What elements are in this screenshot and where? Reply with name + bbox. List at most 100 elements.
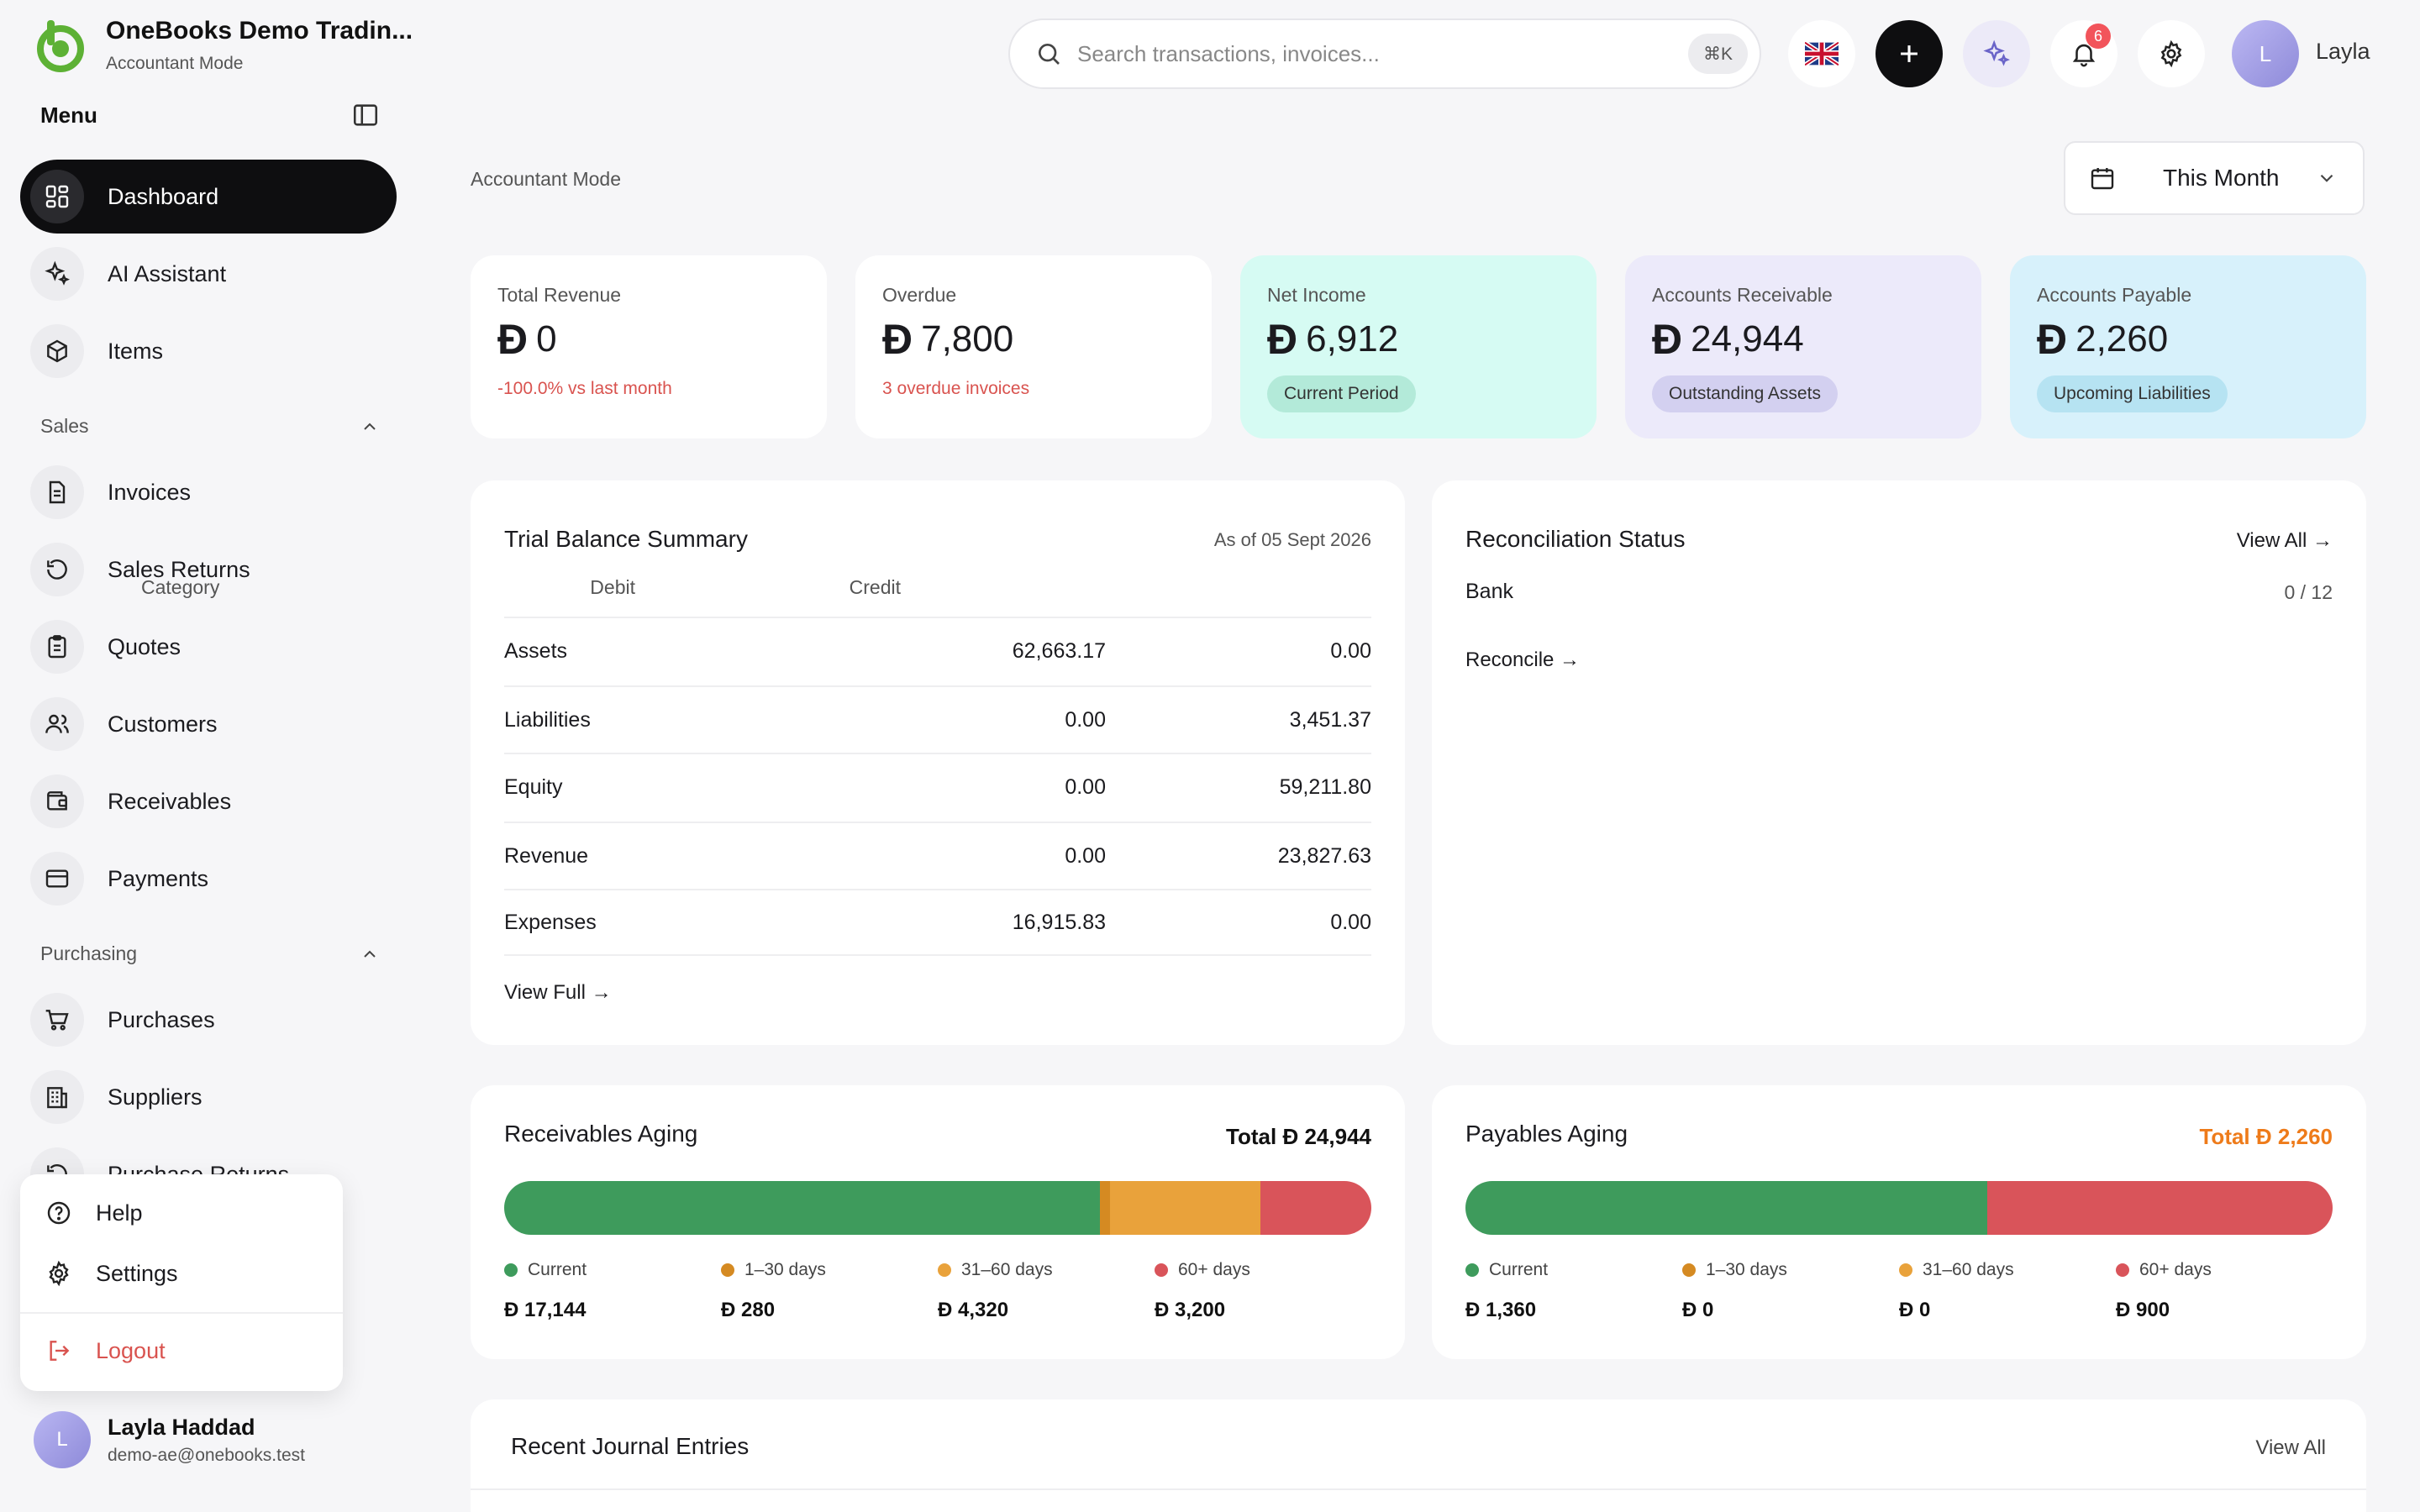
language-button[interactable] (1788, 20, 1855, 87)
sparkle-icon (30, 247, 84, 301)
notifications-button[interactable]: 6 (2050, 20, 2118, 87)
wallet-icon (30, 774, 84, 828)
cart-icon (30, 993, 84, 1047)
legend-value: 280 (741, 1299, 776, 1321)
sidebar-item-sales-returns[interactable]: Sales Returns (20, 533, 397, 606)
row-category: Expenses (504, 910, 597, 934)
sidebar-item-label: Suppliers (108, 1084, 203, 1110)
sidebar-item-receivables[interactable]: Receivables (20, 764, 397, 838)
sidebar-item-items[interactable]: Items (20, 314, 397, 388)
aging-segment-0 (1465, 1181, 1988, 1235)
sidebar-item-customers[interactable]: Customers (20, 687, 397, 761)
chevron-up-icon (364, 423, 376, 430)
legend-dot (1682, 1263, 1696, 1277)
row-credit: 23,827.63 (1277, 843, 1371, 868)
section-sales[interactable]: Sales (40, 415, 380, 438)
currency-symbol: Ð (497, 316, 529, 363)
sidebar-item-ai-assistant[interactable]: AI Assistant (20, 237, 397, 311)
kpi-label: Total Revenue (497, 284, 622, 306)
user-email: demo-ae@onebooks.test (108, 1445, 305, 1465)
gear-icon (49, 1260, 69, 1287)
kpi-card-total-revenue[interactable]: Total Revenue Ð 0 -100.0% vs last month (471, 255, 827, 438)
grid-icon (30, 170, 84, 223)
journal-view-all-link[interactable]: View All (2255, 1436, 2326, 1459)
reconciliation-view-all-link[interactable]: View All → (2236, 529, 2333, 552)
sidebar-user[interactable]: L Layla Haddad demo-ae@onebooks.test (34, 1411, 305, 1468)
sidebar-item-suppliers[interactable]: Suppliers (20, 1060, 397, 1134)
row-credit: 0.00 (1330, 638, 1371, 663)
search-input[interactable] (1077, 40, 1649, 67)
help-icon (47, 1201, 71, 1225)
sidebar-item-label: Sales Returns (108, 556, 250, 582)
undo-icon (30, 543, 84, 596)
user-avatar-button[interactable]: L (2232, 20, 2299, 87)
row-credit: 3,451.37 (1289, 707, 1371, 732)
currency-symbol: Ð (1282, 1124, 1299, 1149)
users-icon (30, 697, 84, 751)
column-header: Category (141, 576, 220, 598)
sidebar-item-payments[interactable]: Payments (20, 842, 397, 916)
legend-label: 1–30 days (744, 1260, 826, 1279)
kpi-card-overdue[interactable]: Overdue Ð 7,800 3 overdue invoices (855, 255, 1212, 438)
sparkle-icon (1983, 39, 2010, 66)
legend-label: 60+ days (2139, 1260, 2212, 1279)
legend-item-31-60: 31–60 days Ð 0 (1899, 1260, 2116, 1322)
kpi-label: Accounts Receivable (1652, 284, 1833, 306)
total-label: Total (1226, 1124, 1277, 1149)
section-purchasing[interactable]: Purchasing (40, 942, 380, 965)
kpi-note: 3 overdue invoices (882, 379, 1030, 398)
sidebar-item-label: Items (108, 338, 164, 364)
kpi-card-net-income[interactable]: Net Income Ð 6,912 Current Period (1240, 255, 1597, 438)
row-category: Liabilities (504, 707, 591, 732)
brand[interactable]: OneBooks Demo Tradin... Accountant Mode (32, 17, 413, 74)
ai-assistant-button[interactable] (1963, 20, 2030, 87)
legend-dot (1465, 1263, 1479, 1277)
legend-value: 900 (2136, 1299, 2170, 1321)
row-credit: 59,211.80 (1279, 774, 1371, 799)
company-mode: Accountant Mode (106, 54, 244, 73)
user-short-name[interactable]: Layla (2316, 39, 2370, 64)
kpi-note: -100.0% vs last month (497, 379, 672, 398)
currency-symbol: Ð (1682, 1299, 1697, 1321)
search-icon (1039, 44, 1060, 65)
uk-flag-icon (1805, 42, 1839, 66)
period-value: This Month (2163, 165, 2280, 191)
settings-menu-item[interactable]: Settings (45, 1260, 178, 1287)
box-icon (30, 324, 84, 378)
kpi-pill: Current Period (1267, 375, 1416, 412)
sidebar-item-label: AI Assistant (108, 260, 227, 286)
reconcile-link[interactable]: Reconcile → (1465, 648, 1581, 671)
period-selector[interactable]: This Month (2064, 141, 2365, 215)
receivables-total: Total Ð 24,944 (1226, 1124, 1371, 1150)
kpi-card-accounts-payable[interactable]: Accounts Payable Ð 2,260 Upcoming Liabil… (2010, 255, 2366, 438)
currency-symbol: Ð (2037, 316, 2068, 363)
logout-menu-item[interactable]: Logout (45, 1337, 166, 1364)
sidebar-item-dashboard[interactable]: Dashboard (20, 160, 397, 234)
row-debit: 0.00 (1065, 707, 1106, 732)
total-value: 24,944 (1304, 1124, 1371, 1149)
sidebar-item-purchases[interactable]: Purchases (20, 983, 397, 1057)
legend-label: 31–60 days (961, 1260, 1053, 1279)
recent-journal-card: Recent Journal Entries View All (471, 1399, 2366, 1512)
legend-value: 3,200 (1175, 1299, 1226, 1321)
sidebar-item-label: Customers (108, 711, 218, 737)
table-row: Liabilities 0.00 3,451.37 (504, 685, 1371, 753)
column-header: Debit (590, 576, 635, 598)
kpi-card-accounts-receivable[interactable]: Accounts Receivable Ð 24,944 Outstanding… (1625, 255, 1981, 438)
receivables-aging-legend: Current Ð 17,144 1–30 days Ð 280 31–60 d… (504, 1260, 1371, 1322)
row-debit: 16,915.83 (1012, 910, 1106, 934)
view-full-link[interactable]: View Full → (504, 981, 612, 1004)
help-menu-item[interactable]: Help (45, 1200, 143, 1226)
row-category: Revenue (504, 843, 589, 868)
aging-segment-1 (1100, 1181, 1110, 1235)
legend-item-60-plus: 60+ days Ð 3,200 (1155, 1260, 1371, 1322)
currency-symbol: Ð (1899, 1299, 1914, 1321)
currency-symbol: Ð (938, 1299, 953, 1321)
create-new-button[interactable] (1876, 20, 1943, 87)
sidebar-item-quotes[interactable]: Quotes (20, 610, 397, 684)
onebooks-logo-icon (37, 20, 84, 72)
aging-segment-3 (1987, 1181, 2333, 1235)
sidebar-item-invoices[interactable]: Invoices (20, 455, 397, 529)
settings-button[interactable] (2138, 20, 2205, 87)
sidebar-toggle-icon[interactable] (351, 101, 380, 129)
